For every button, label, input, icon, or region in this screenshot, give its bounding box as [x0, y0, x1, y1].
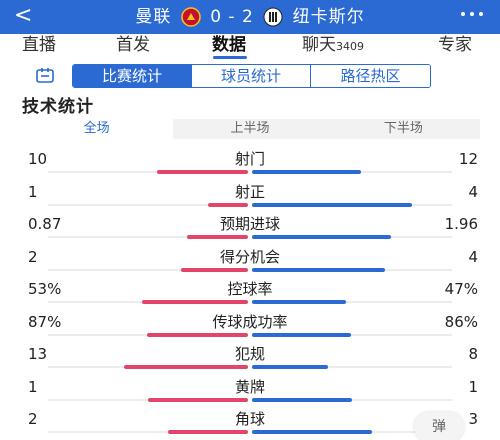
stat-bar-away [252, 430, 372, 434]
stat-label: 射正 [234, 182, 265, 201]
stat-away-value: 1.96 [444, 215, 478, 233]
more-dots-icon [461, 12, 483, 16]
danmu-button[interactable]: 弹 [414, 412, 464, 440]
stat-away-value: 4 [468, 247, 478, 266]
more-menu-icon[interactable] [458, 2, 486, 32]
tab-match-stats[interactable]: 比赛统计 [73, 65, 192, 87]
stat-bar-home [181, 267, 248, 272]
stat-home-value: 1 [28, 182, 38, 201]
stat-away-value: 86% [444, 312, 478, 331]
refresh-icon[interactable] [34, 66, 56, 86]
stat-bar-home [147, 332, 248, 337]
stat-home-value: 1 [28, 377, 38, 396]
stat-track-home [48, 203, 248, 206]
stat-row: 1 黄牌 1 [0, 378, 500, 410]
tab-live[interactable]: 直播 [22, 35, 56, 55]
tab-heat-zones[interactable]: 路径热区 [311, 65, 430, 87]
stat-track-away [252, 333, 452, 336]
stat-home-value: 0.87 [28, 215, 62, 233]
tab-lineup[interactable]: 首发 [116, 35, 150, 55]
active-tab-underline [213, 56, 247, 59]
stat-bar-away [252, 300, 346, 304]
stat-bar-home [142, 300, 248, 304]
stat-home-value: 2 [28, 247, 38, 266]
stat-label: 得分机会 [219, 247, 280, 266]
tab-experts[interactable]: 专家 [438, 35, 472, 55]
stat-row: 2 角球 3 [0, 410, 500, 440]
away-team-crest-icon [263, 7, 283, 27]
section-title: 技术统计 [22, 97, 94, 117]
away-team-name: 纽卡斯尔 [292, 7, 365, 27]
stat-track-home [48, 236, 248, 238]
stat-bar-away [252, 267, 385, 272]
nav-tabs: 直播 首发 数据 聊天3409 专家 [0, 34, 500, 60]
match-score-header: 曼联 0 - 2 纽卡斯尔 [0, 6, 500, 28]
stat-label: 犯规 [234, 345, 265, 363]
stat-row: 53% 控球率 47% [0, 280, 500, 312]
match-score: 0 - 2 [210, 7, 254, 27]
stat-away-value: 8 [468, 345, 478, 363]
tab-first-half[interactable]: 上半场 [230, 121, 270, 136]
tab-chat-label: 聊天 [302, 35, 336, 55]
stat-track-away [252, 398, 452, 401]
stat-row: 2 得分机会 4 [0, 248, 500, 280]
stat-label: 黄牌 [234, 377, 265, 396]
stat-row: 13 犯规 8 [0, 345, 500, 377]
stat-label: 角球 [234, 410, 265, 428]
stat-track-home [48, 431, 248, 433]
stat-bar-home [124, 365, 248, 369]
stat-label: 控球率 [227, 280, 273, 298]
stat-away-value: 12 [458, 150, 478, 168]
stat-track-away [252, 366, 452, 368]
stat-bar-away [252, 170, 361, 174]
stat-track-home [48, 171, 248, 173]
stat-home-value: 87% [28, 312, 62, 331]
stat-bar-away [252, 365, 328, 369]
stat-bar-home [157, 170, 248, 174]
stat-bar-away [252, 332, 351, 337]
stat-away-value: 4 [468, 182, 478, 201]
stat-row: 10 射门 12 [0, 150, 500, 182]
stat-home-value: 2 [28, 410, 38, 428]
stat-label: 预期进球 [219, 215, 280, 233]
stat-bar-away [252, 397, 352, 402]
tab-full-time[interactable]: 全场 [20, 119, 174, 139]
stat-label: 射门 [234, 150, 265, 168]
stat-home-value: 53% [28, 280, 62, 298]
tab-player-stats[interactable]: 球员统计 [192, 65, 311, 87]
stat-home-value: 10 [28, 150, 48, 168]
tab-chat[interactable]: 聊天3409 [302, 34, 364, 58]
stat-away-value: 3 [468, 410, 478, 428]
home-team-crest-icon [181, 7, 201, 27]
stat-row: 87% 传球成功率 86% [0, 313, 500, 345]
period-tabs: 全场 上半场 下半场 [20, 119, 480, 139]
stat-bar-home [208, 202, 248, 207]
stat-track-home [48, 268, 248, 271]
back-button[interactable]: < [14, 3, 33, 28]
tab-chat-count: 3409 [336, 40, 364, 53]
stat-row: 1 射正 4 [0, 183, 500, 215]
stat-bar-away [252, 235, 391, 239]
stat-label: 传球成功率 [212, 312, 288, 331]
stat-bar-away [252, 202, 412, 207]
top-bar: < 曼联 0 - 2 纽卡斯尔 [0, 0, 500, 34]
stat-bar-home [168, 430, 248, 434]
tab-second-half[interactable]: 下半场 [383, 121, 423, 136]
stat-row: 0.87 预期进球 1.96 [0, 215, 500, 247]
stat-away-value: 1 [468, 377, 478, 396]
stat-bar-home [187, 235, 248, 239]
stat-track-away [252, 301, 452, 303]
stat-home-value: 13 [28, 345, 48, 363]
home-team-name: 曼联 [135, 7, 172, 27]
stat-away-value: 47% [444, 280, 478, 298]
tab-data[interactable]: 数据 [212, 35, 246, 55]
stat-type-tabs: 比赛统计 球员统计 路径热区 [72, 64, 431, 88]
stat-bar-home [148, 397, 248, 402]
